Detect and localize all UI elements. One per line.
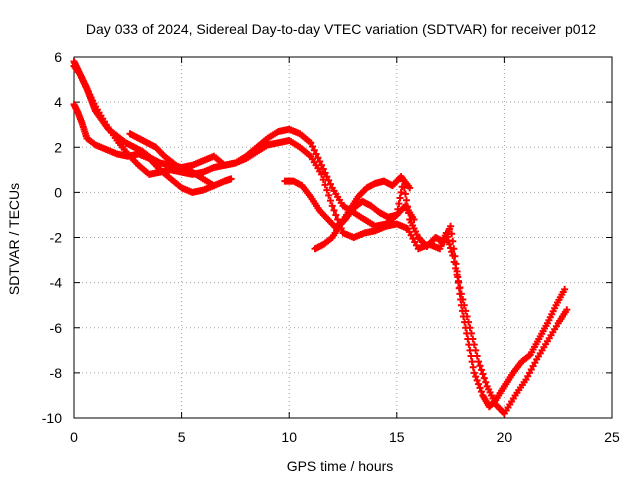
data-point xyxy=(323,173,331,181)
data-points xyxy=(70,58,571,417)
data-point xyxy=(332,211,340,219)
y-tick-label: 0 xyxy=(54,184,62,200)
data-point xyxy=(449,252,457,260)
data-point xyxy=(314,154,322,162)
x-tick-label: 25 xyxy=(604,429,620,445)
y-axis-label: SDTVAR / TECUs xyxy=(6,183,22,295)
data-point xyxy=(397,188,405,196)
data-point xyxy=(401,190,409,198)
data-point xyxy=(444,237,452,245)
data-point xyxy=(328,202,336,210)
data-point xyxy=(454,277,462,285)
y-tick-label: 4 xyxy=(54,94,62,110)
data-point xyxy=(469,335,477,343)
data-point xyxy=(470,369,478,377)
y-tick-label: -4 xyxy=(50,275,63,291)
data-point xyxy=(442,229,450,237)
data-point xyxy=(477,366,485,374)
data-point xyxy=(319,176,327,184)
data-point xyxy=(447,244,455,252)
data-point xyxy=(410,215,418,223)
series-1 xyxy=(70,62,571,417)
data-point xyxy=(460,301,468,309)
data-point xyxy=(475,380,483,388)
data-point xyxy=(396,194,404,202)
y-tick-label: 6 xyxy=(54,49,62,65)
data-point xyxy=(472,346,480,354)
data-point xyxy=(330,206,338,214)
x-axis-label: GPS time / hours xyxy=(287,458,394,474)
series-4 xyxy=(281,177,418,232)
axis-ticks xyxy=(73,56,613,419)
data-point xyxy=(309,142,317,150)
data-point xyxy=(561,285,569,293)
series-2 xyxy=(70,100,235,196)
data-point xyxy=(406,184,414,192)
data-point xyxy=(452,264,460,272)
data-point xyxy=(210,182,218,190)
data-point xyxy=(469,363,477,371)
x-tick-label: 5 xyxy=(178,429,186,445)
x-tick-label: 0 xyxy=(70,429,78,445)
data-point xyxy=(477,388,485,396)
data-point xyxy=(447,222,455,230)
data-point xyxy=(307,139,315,147)
data-point xyxy=(395,200,403,208)
axis-tick-labels: 0 5 10 15 20 25 -10 -8 -6 -4 -2 0 2 4 6 xyxy=(42,49,620,445)
data-point xyxy=(476,362,484,370)
data-point xyxy=(227,175,235,183)
data-point xyxy=(462,307,470,315)
y-tick-label: -10 xyxy=(42,410,62,426)
data-point xyxy=(310,146,318,154)
data-point xyxy=(480,374,488,382)
data-point xyxy=(323,186,331,194)
data-point xyxy=(443,233,451,241)
y-tick-label: -6 xyxy=(50,320,63,336)
data-point xyxy=(465,318,473,326)
data-point xyxy=(448,248,456,256)
data-point xyxy=(476,384,484,392)
data-point xyxy=(459,296,467,304)
data-point xyxy=(321,169,329,177)
data-point xyxy=(479,370,487,378)
series-3 xyxy=(126,130,218,190)
data-point xyxy=(467,352,475,360)
grid xyxy=(74,57,612,418)
y-tick-label: -8 xyxy=(50,365,63,381)
data-point xyxy=(326,197,334,205)
data-point xyxy=(312,150,320,158)
data-point xyxy=(334,215,342,223)
chart-title: Day 033 of 2024, Sidereal Day-to-day VTE… xyxy=(86,21,596,37)
data-point xyxy=(467,329,475,337)
y-tick-label: 2 xyxy=(54,139,62,155)
series-5 xyxy=(311,173,414,253)
data-point xyxy=(475,358,483,366)
data-point xyxy=(325,191,333,199)
data-point xyxy=(482,378,490,386)
data-point xyxy=(450,258,458,266)
data-point xyxy=(321,181,329,189)
data-point xyxy=(402,196,410,204)
data-point xyxy=(563,306,571,314)
data-point xyxy=(457,290,465,298)
data-point xyxy=(453,271,461,279)
data-point xyxy=(473,376,481,384)
data-point xyxy=(456,284,464,292)
data-point xyxy=(470,341,478,349)
y-tick-label: -2 xyxy=(50,230,63,246)
data-point xyxy=(463,312,471,320)
x-tick-label: 15 xyxy=(389,429,405,445)
x-tick-label: 20 xyxy=(497,429,513,445)
data-point xyxy=(446,240,454,248)
data-point xyxy=(317,170,325,178)
data-point xyxy=(473,352,481,360)
data-point xyxy=(466,324,474,332)
data-point xyxy=(468,358,476,366)
data-point xyxy=(472,373,480,381)
x-tick-label: 10 xyxy=(281,429,297,445)
